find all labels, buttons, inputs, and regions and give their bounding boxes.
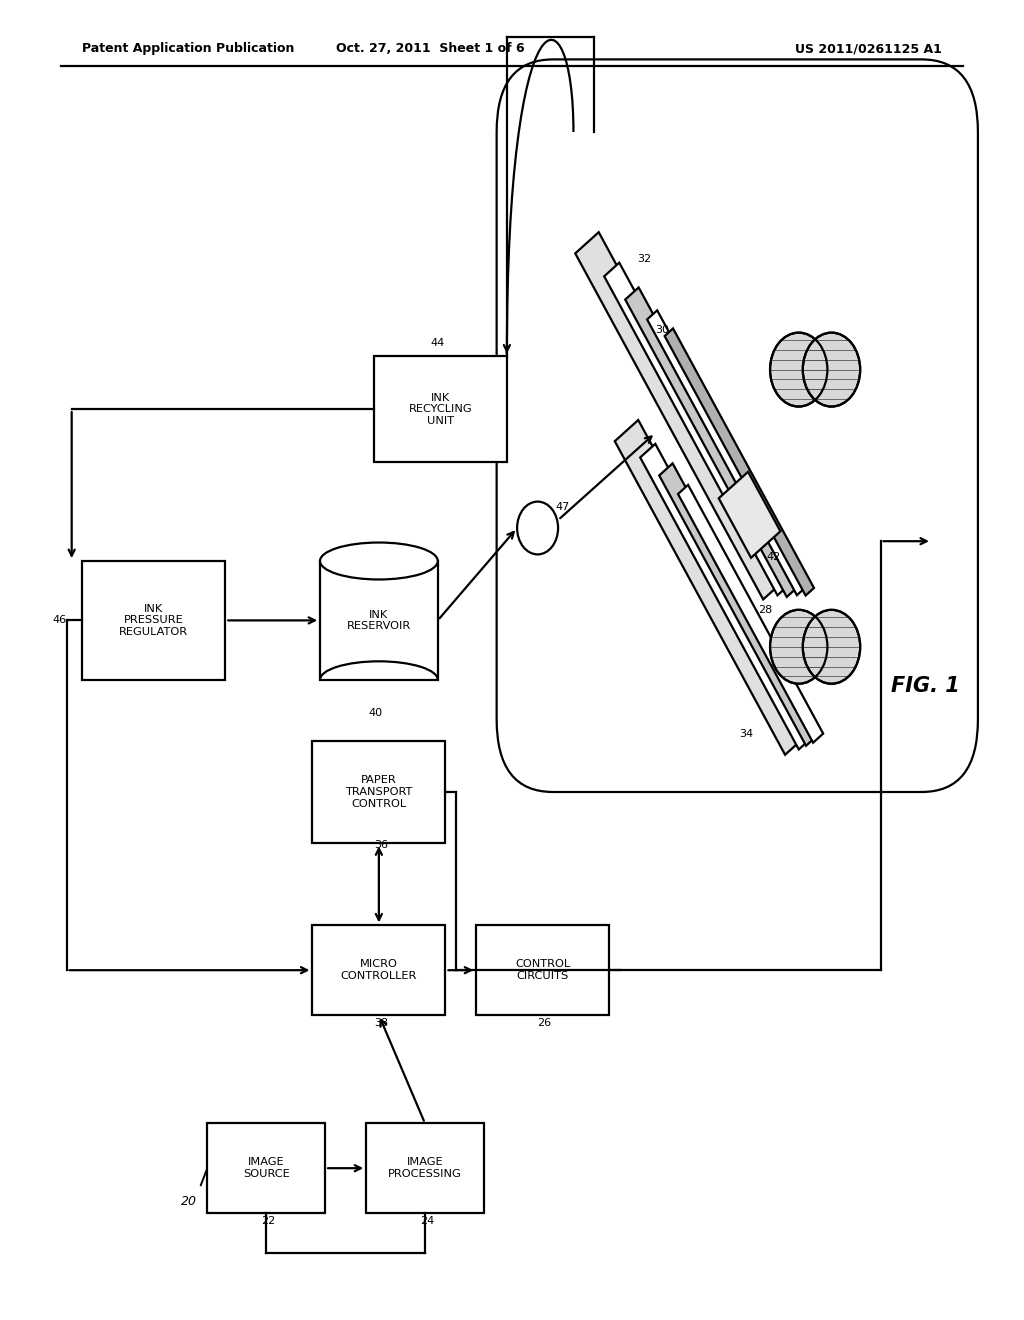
- Text: IMAGE
SOURCE: IMAGE SOURCE: [243, 1158, 290, 1179]
- Bar: [604, 263, 793, 595]
- Text: 46: 46: [52, 615, 67, 626]
- Text: 30: 30: [655, 325, 670, 335]
- Text: Patent Application Publication: Patent Application Publication: [82, 42, 294, 55]
- Bar: [207, 1123, 326, 1213]
- Circle shape: [803, 333, 860, 407]
- Bar: [640, 444, 814, 750]
- Text: 24: 24: [420, 1216, 434, 1226]
- Text: 34: 34: [739, 729, 754, 739]
- Text: 40: 40: [369, 708, 383, 718]
- Text: MICRO
CONTROLLER: MICRO CONTROLLER: [341, 960, 417, 981]
- Bar: [614, 420, 809, 755]
- Circle shape: [803, 610, 860, 684]
- FancyBboxPatch shape: [497, 59, 978, 792]
- Text: FIG. 1: FIG. 1: [891, 676, 959, 697]
- Bar: [575, 232, 786, 599]
- Bar: [678, 484, 823, 743]
- Text: Oct. 27, 2011  Sheet 1 of 6: Oct. 27, 2011 Sheet 1 of 6: [336, 42, 524, 55]
- Text: 47: 47: [555, 502, 569, 512]
- Bar: [374, 356, 507, 462]
- Text: 42: 42: [766, 552, 780, 562]
- Text: INK
RESERVOIR: INK RESERVOIR: [347, 610, 411, 631]
- Text: 22: 22: [261, 1216, 275, 1226]
- Bar: [647, 310, 807, 595]
- Bar: [719, 471, 780, 558]
- Circle shape: [517, 502, 558, 554]
- Text: US 2011/0261125 A1: US 2011/0261125 A1: [796, 42, 942, 55]
- Text: IMAGE
PROCESSING: IMAGE PROCESSING: [388, 1158, 462, 1179]
- Bar: [312, 741, 445, 843]
- Ellipse shape: [319, 543, 438, 579]
- Text: PAPER
TRANSPORT
CONTROL: PAPER TRANSPORT CONTROL: [345, 775, 413, 809]
- Bar: [476, 925, 609, 1015]
- Text: 32: 32: [637, 253, 651, 264]
- Text: 38: 38: [374, 1018, 388, 1028]
- Text: 26: 26: [538, 1018, 552, 1028]
- Text: 44: 44: [430, 338, 444, 348]
- Text: CONTROL
CIRCUITS: CONTROL CIRCUITS: [515, 960, 570, 981]
- Bar: [319, 561, 438, 680]
- Bar: [367, 1123, 483, 1213]
- Text: INK
RECYCLING
UNIT: INK RECYCLING UNIT: [409, 392, 472, 426]
- Text: 20: 20: [181, 1195, 198, 1208]
- Bar: [312, 925, 445, 1015]
- Text: INK
PRESSURE
REGULATOR: INK PRESSURE REGULATOR: [119, 603, 188, 638]
- Circle shape: [770, 610, 827, 684]
- Text: 28: 28: [758, 605, 772, 615]
- Bar: [659, 463, 819, 746]
- Bar: [665, 329, 814, 595]
- Bar: [82, 561, 225, 680]
- Text: 36: 36: [374, 840, 388, 850]
- Bar: [626, 288, 800, 597]
- Circle shape: [770, 333, 827, 407]
